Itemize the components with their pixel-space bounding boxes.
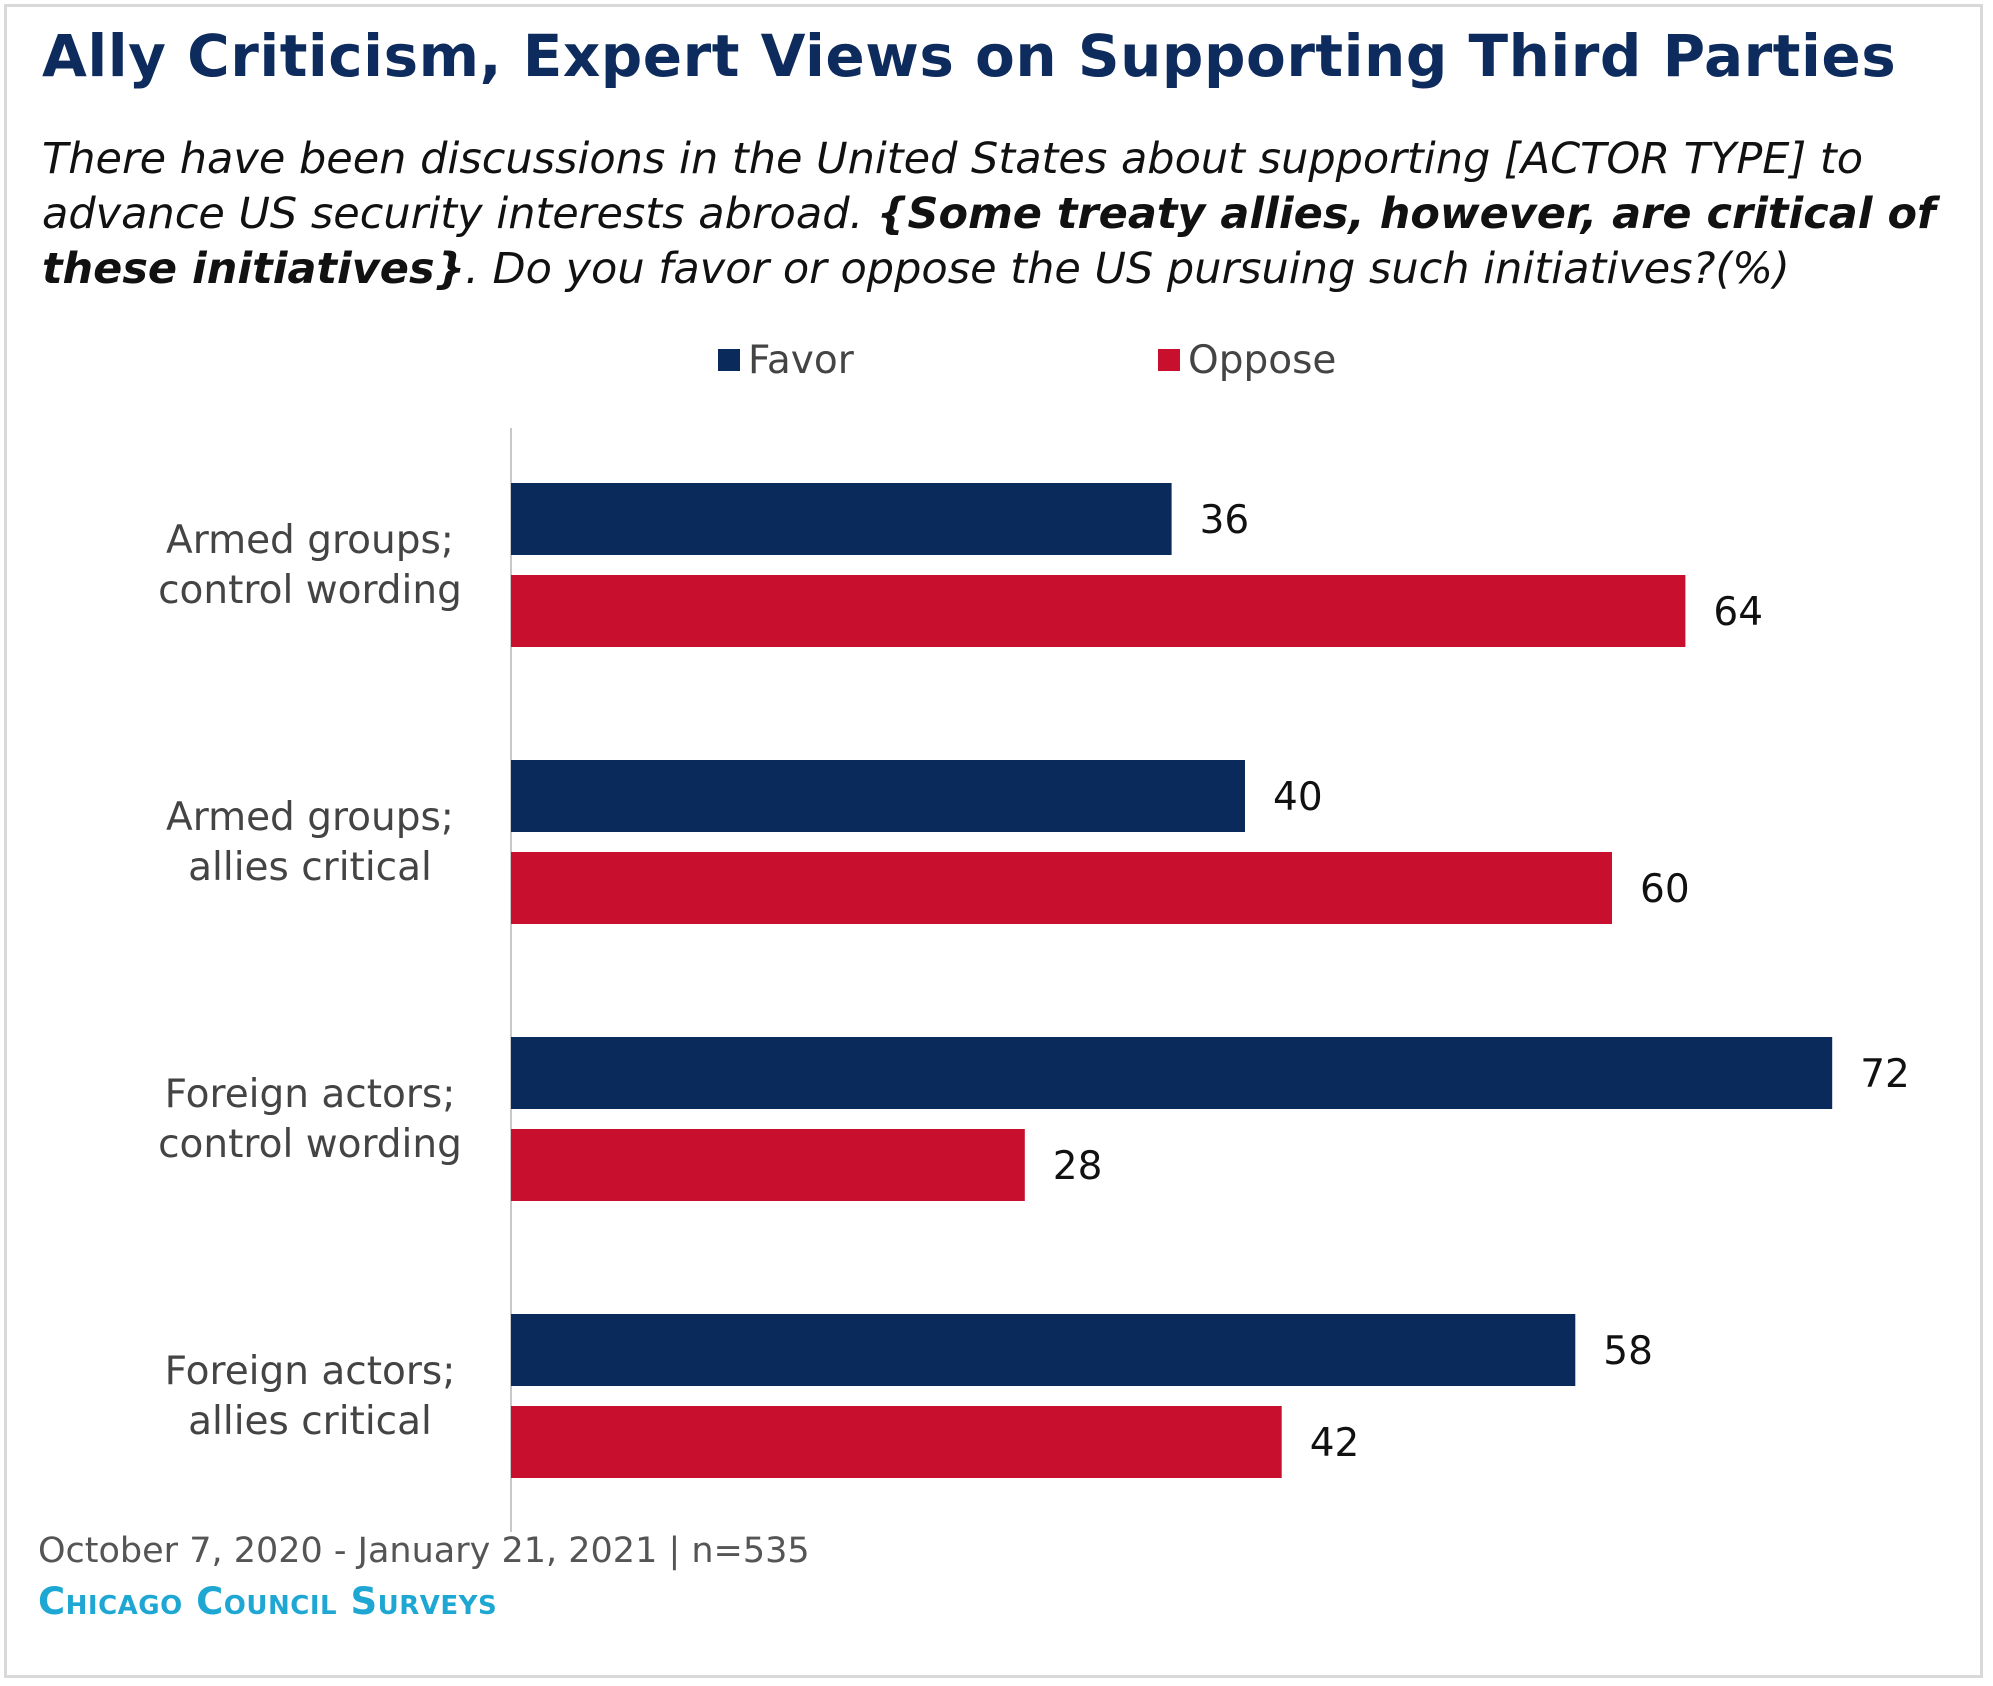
footer-date-range: October 7, 2020 - January 21, 2021 | n=5… <box>38 1531 810 1571</box>
data-label-oppose: 64 <box>1713 590 1763 635</box>
bar-favor <box>511 1314 1576 1386</box>
category-label-line: control wording <box>158 1122 462 1167</box>
data-label-favor: 40 <box>1273 775 1323 820</box>
legend-item-oppose: Oppose <box>1158 338 1336 383</box>
bar-oppose <box>511 1406 1282 1478</box>
data-label-oppose: 60 <box>1640 867 1690 912</box>
category-label: Foreign actors; allies critical <box>165 1349 456 1444</box>
subtitle-text-1: There have been discussions in the Unite… <box>42 134 1864 239</box>
bar-favor <box>511 1037 1833 1109</box>
bar-favor <box>511 483 1172 555</box>
legend-swatch-favor <box>718 348 740 371</box>
data-label-oppose: 28 <box>1053 1144 1103 1189</box>
data-label-favor: 36 <box>1200 498 1250 543</box>
subtitle-text-bold: {Some treaty allies, however, are critic… <box>42 189 1936 294</box>
footer-source: Chicago Council Surveys <box>38 1580 498 1623</box>
legend-swatch-oppose <box>1158 348 1180 371</box>
bar-oppose <box>511 575 1686 647</box>
chart-title: Ally Criticism, Expert Views on Supporti… <box>42 22 1897 90</box>
category-label: Armed groups; allies critical <box>166 795 454 890</box>
bar-oppose <box>511 852 1612 924</box>
data-label-favor: 58 <box>1603 1329 1653 1374</box>
category-label: Foreign actors; control wording <box>158 1072 462 1167</box>
legend-item-favor: Favor <box>718 338 854 383</box>
category-label-line: allies critical <box>188 845 432 890</box>
data-label-oppose: 42 <box>1310 1421 1360 1466</box>
chart-frame <box>4 4 1983 1678</box>
category-label-line: Foreign actors; <box>165 1349 456 1394</box>
category-label-line: Foreign actors; <box>165 1072 456 1117</box>
category-label-line: Armed groups; <box>166 795 454 840</box>
chart-subtitle: There have been discussions in the Unite… <box>42 132 1962 297</box>
bar-favor <box>511 760 1245 832</box>
category-label-line: control wording <box>158 568 462 613</box>
category-label-line: allies critical <box>188 1399 432 1444</box>
legend-label-oppose: Oppose <box>1188 338 1337 383</box>
data-label-favor: 72 <box>1860 1052 1910 1097</box>
legend-label-favor: Favor <box>748 338 854 383</box>
category-label: Armed groups; control wording <box>158 518 462 613</box>
category-label-line: Armed groups; <box>166 518 454 563</box>
bar-oppose <box>511 1129 1025 1201</box>
subtitle-text-3: . Do you favor or oppose the US pursuing… <box>465 244 1790 294</box>
